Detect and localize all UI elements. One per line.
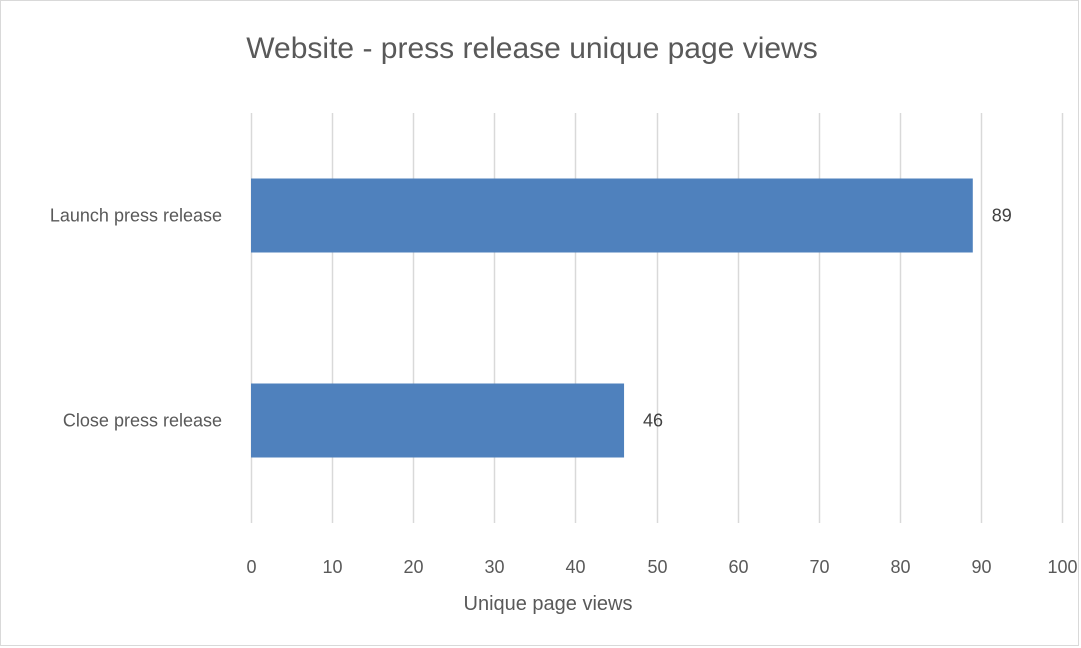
data-label-1: 89 [992, 206, 1012, 226]
x-tick-label-50: 50 [647, 557, 667, 577]
data-label-2: 46 [643, 411, 663, 431]
x-tick-label-30: 30 [484, 557, 504, 577]
x-tick-label-0: 0 [246, 557, 256, 577]
x-tick-label-40: 40 [565, 557, 585, 577]
x-tick-labels: 0 10 20 30 40 50 60 70 80 90 100 [246, 557, 1077, 577]
x-tick-label-70: 70 [809, 557, 829, 577]
bar-2 [251, 383, 625, 458]
gridlines [250, 113, 1064, 523]
x-axis-title: Unique page views [464, 593, 633, 615]
x-tick-label-10: 10 [322, 557, 342, 577]
category-label-1: Launch press release [50, 206, 222, 226]
x-tick-label-100: 100 [1047, 557, 1077, 577]
x-tick-label-20: 20 [403, 557, 423, 577]
x-tick-label-90: 90 [971, 557, 991, 577]
chart-title: Website - press release unique page view… [246, 32, 817, 65]
category-label-2: Close press release [63, 411, 222, 431]
x-tick-label-60: 60 [728, 557, 748, 577]
bars: 89 46 [251, 178, 1012, 458]
bar-1 [251, 178, 973, 253]
category-labels: Launch press release Close press release [50, 206, 222, 431]
x-tick-label-80: 80 [890, 557, 910, 577]
